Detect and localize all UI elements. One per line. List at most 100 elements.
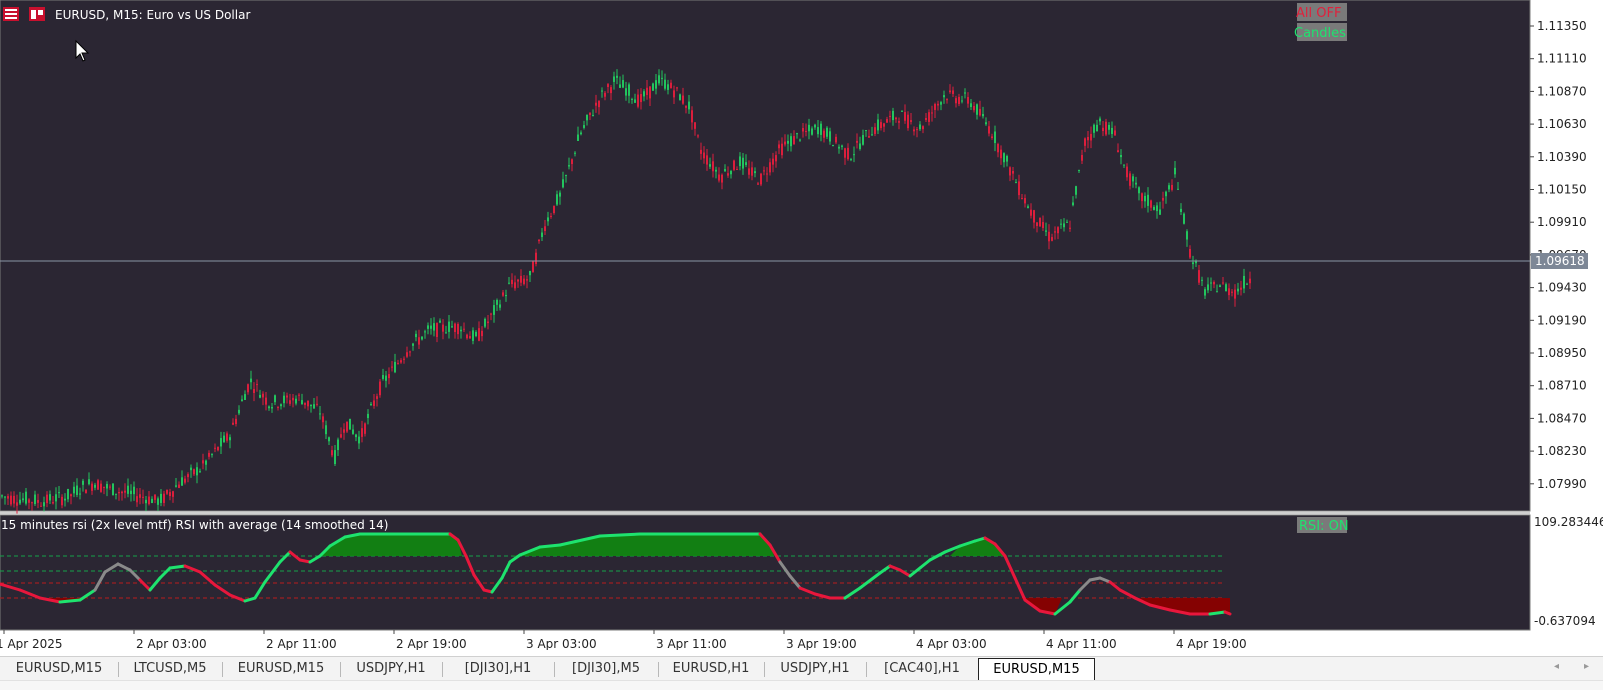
chart-tab-bar: EURUSD,M15 LTCUSD,M5 EURUSD,M15 USDJPY,H1 [D… (0, 656, 1603, 681)
rsi-overbought-fill (510, 534, 774, 556)
rsi-segment (490, 576, 504, 594)
candle-body (631, 98, 633, 100)
candle-body (1066, 221, 1068, 223)
chart-tab[interactable]: USDJPY,H1 (356, 661, 426, 676)
candle-body (592, 115, 594, 117)
candle-body (1072, 202, 1074, 206)
candle-body (265, 397, 267, 405)
candle-body (178, 484, 180, 488)
chart-tab[interactable]: [CAC40],H1 (884, 661, 960, 676)
rsi-segment (758, 532, 772, 547)
tab-separator (442, 662, 443, 677)
candle-body (349, 418, 351, 430)
candle-body (1246, 283, 1248, 285)
chart-tab[interactable]: EURUSD,M15 (15, 661, 103, 676)
candle-body (133, 486, 135, 495)
candle-body (862, 135, 864, 145)
time-axis[interactable]: 1 Apr 2025 2 Apr 03:00 2 Apr 11:00 2 Apr 19… (0, 630, 1247, 651)
rsi-segment (18, 588, 42, 600)
candle-body (283, 395, 285, 404)
trade-panel-icon[interactable] (29, 7, 45, 21)
candle-body (796, 133, 798, 135)
candle-body (1090, 133, 1092, 141)
candle-body (1117, 150, 1119, 153)
candle-body (706, 155, 708, 165)
candle-body (964, 92, 966, 94)
candle-body (700, 149, 702, 154)
chart-tab[interactable]: EURUSD,H1 (672, 661, 750, 676)
candle-body (1063, 223, 1065, 228)
chart-tab[interactable]: USDJPY,H1 (780, 661, 850, 676)
time-axis-label: 3 Apr 19:00 (786, 637, 857, 650)
candle-body (55, 494, 57, 502)
candle-body (826, 127, 828, 137)
indicator-axis[interactable]: 109.283446 -0.637094 (1534, 515, 1603, 628)
candle-body (70, 494, 72, 497)
candles-button[interactable]: Candles (1294, 23, 1347, 41)
candle-body (763, 170, 765, 172)
candle-body (904, 112, 906, 121)
candle-body (184, 478, 186, 483)
candle-body (793, 136, 795, 145)
candle-body (160, 493, 162, 503)
candle-body (556, 194, 558, 205)
candle-body (628, 84, 630, 96)
candle-body (682, 95, 684, 104)
rsi-segment (558, 534, 602, 547)
candle-body (466, 334, 468, 339)
candle-body (739, 156, 741, 167)
rsi-segment (128, 568, 142, 582)
candle-body (358, 436, 360, 444)
indicator-axis-min: -0.637094 (1534, 614, 1596, 628)
indicator-pane[interactable] (0, 514, 1531, 631)
candle-body (775, 155, 777, 162)
candle-body (25, 491, 27, 504)
candle-body (505, 295, 507, 297)
time-axis-label: 4 Apr 03:00 (916, 637, 987, 650)
candle-body (469, 336, 471, 339)
candle-body (151, 498, 153, 504)
chart-tab[interactable]: [DJI30],M5 (572, 661, 640, 676)
chart-window[interactable]: EURUSD, M15: Euro vs US Dollar All OFF C… (0, 0, 1603, 651)
candle-body (697, 135, 699, 137)
candle-body (328, 437, 330, 442)
candle-body (583, 125, 585, 128)
candle-body (457, 323, 459, 335)
candle-body (586, 114, 588, 121)
candle-body (250, 378, 252, 383)
candle-body (496, 299, 498, 305)
price-pane[interactable] (0, 0, 1531, 512)
chart-menu-icon[interactable] (3, 7, 19, 21)
rsi-segment (168, 564, 187, 570)
candle-body (967, 97, 969, 104)
time-axis-label: 4 Apr 19:00 (1176, 637, 1247, 650)
rsi-on-button[interactable]: RSI: ON (1297, 517, 1349, 534)
candle-body (985, 122, 987, 125)
candle-body (667, 84, 669, 90)
rsi-segment (243, 596, 257, 603)
all-off-button[interactable]: All OFF (1296, 3, 1347, 21)
candle-body (322, 416, 324, 423)
candlestick-series[interactable] (1, 69, 1251, 514)
candle-body (208, 452, 210, 457)
chart-tab[interactable]: LTCUSD,M5 (133, 661, 207, 676)
chart-tab[interactable]: [DJI30],H1 (464, 661, 532, 676)
candle-body (883, 123, 885, 127)
candle-body (805, 131, 807, 133)
candle-body (424, 331, 426, 333)
rsi-segment (598, 532, 642, 538)
candle-body (733, 160, 735, 170)
tab-separator (340, 662, 341, 677)
price-axis[interactable]: 1.11350 1.11110 1.10870 1.10630 1.10390 1.101… (1530, 19, 1587, 491)
chart-tab[interactable]: EURUSD,M15 (978, 658, 1095, 681)
chart-tab[interactable]: EURUSD,M15 (237, 661, 325, 676)
tab-scroll-right-icon[interactable]: ▸ (1584, 661, 1590, 672)
rsi-segment (898, 568, 912, 578)
tab-scroll-left-icon[interactable]: ◂ (1554, 661, 1560, 672)
rsi-segment (213, 583, 232, 597)
candle-body (754, 171, 756, 174)
candle-body (277, 407, 279, 409)
candle-body (817, 127, 819, 135)
candle-body (148, 496, 150, 505)
candle-body (394, 361, 396, 373)
